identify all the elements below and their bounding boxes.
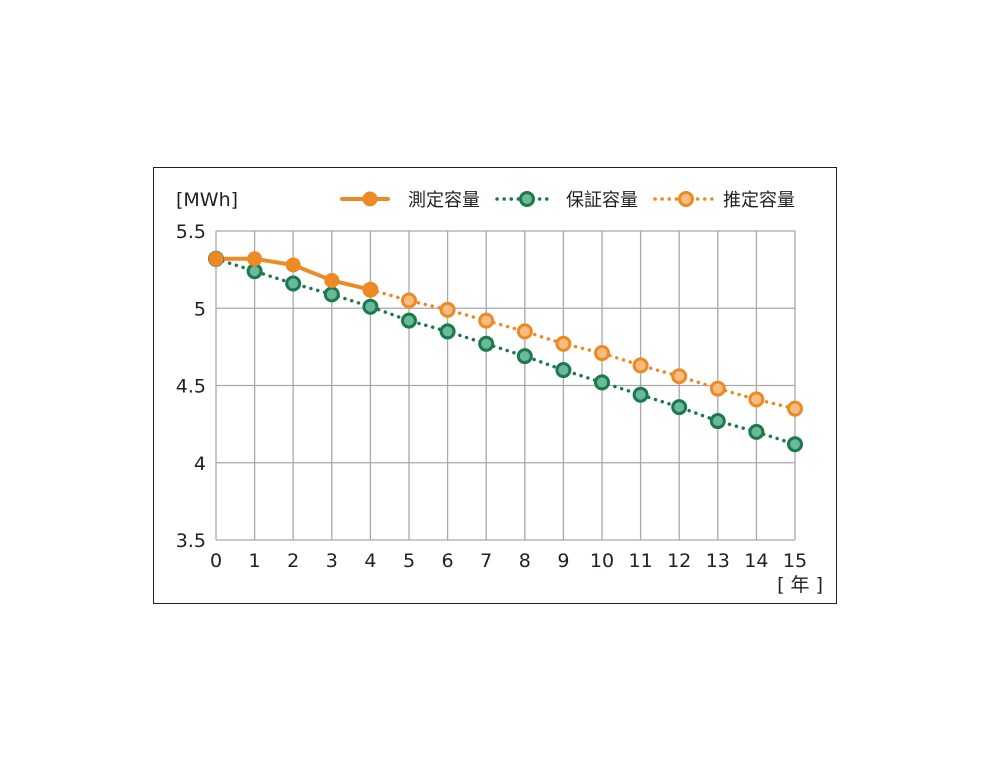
y-tick-label: 4 [194,453,206,475]
series-line-estimated [368,287,797,411]
data-point-guaranteed [323,286,340,303]
y-tick-label: 5 [194,298,206,320]
x-tick-label: 3 [326,550,338,572]
x-axis-unit-label: [ 年 ] [777,574,823,596]
x-tick-label: 12 [667,550,691,572]
y-axis-unit-label: [MWh] [176,189,238,211]
x-tick-label: 6 [442,550,454,572]
data-point-estimated [671,368,688,385]
data-point-measured [208,251,224,267]
x-tick-label: 7 [480,550,492,572]
x-tick-label: 15 [783,550,807,572]
data-point-guaranteed [362,298,379,315]
series-line-guaranteed [214,257,797,446]
y-tick-label: 3.5 [176,530,206,552]
y-axis-ticks: 3.5 4 4.5 5 5.5 [176,221,206,552]
legend-marker-guaranteed [519,191,535,207]
legend-label-measured: 測定容量 [408,190,480,211]
grid [215,230,796,541]
data-point-guaranteed [285,275,302,292]
x-tick-label: 5 [403,550,415,572]
x-tick-label: 9 [557,550,569,572]
data-point-guaranteed [439,323,456,340]
legend-label-estimated: 推定容量 [723,190,795,211]
data-point-guaranteed [748,423,765,440]
legend-marker-estimated [678,191,694,207]
data-point-guaranteed [516,348,533,365]
data-point-estimated [787,400,803,417]
data-point-guaranteed [671,399,688,416]
x-tick-label: 11 [629,550,653,572]
series-lines [214,256,797,446]
x-tick-label: 13 [706,550,730,572]
x-tick-label: 10 [590,550,614,572]
data-point-estimated [555,335,572,352]
data-point-guaranteed [709,413,726,430]
data-point-guaranteed [555,362,572,379]
data-point-guaranteed [478,335,495,352]
data-point-measured [324,272,340,288]
x-tick-label: 2 [287,550,299,572]
data-point-guaranteed [632,386,649,403]
data-point-estimated [516,323,533,340]
legend-label-guaranteed: 保証容量 [566,190,638,211]
data-point-estimated [401,292,417,309]
x-tick-label: 1 [249,550,261,572]
x-tick-label: 4 [364,550,376,572]
data-point-measured [247,251,263,267]
data-point-guaranteed [246,263,263,280]
data-point-measured [285,257,301,273]
data-point-guaranteed [401,312,417,329]
series-markers [208,250,803,453]
data-point-estimated [594,345,610,362]
data-point-estimated [632,357,649,374]
data-point-estimated [748,391,765,408]
x-tick-label: 8 [519,550,531,572]
line-chart: 3.544.555.5 0 1 2 3 4 5 6 7 8 9 10 11 12 13 14 15 [MWh]… [176,189,823,596]
legend-marker-measured [362,191,378,207]
data-point-measured [362,282,378,298]
legend-item-measured: 測定容量 [340,190,480,211]
data-point-estimated [439,301,456,318]
data-point-estimated [709,380,726,397]
data-point-guaranteed [787,436,803,453]
data-point-guaranteed [594,374,610,391]
chart-frame: 3.5 4 4.5 5 5.5 0 1 2 3 4 5 6 7 8 9 10 11 12 13 14 15 [MWh]… [153,167,837,604]
x-axis-ticks: 0 1 2 3 4 5 6 7 8 9 10 11 12 13 14 15 [210,550,807,572]
y-tick-label: 4.5 [176,376,206,398]
y-tick-label: 5.5 [176,221,206,243]
x-tick-label: 0 [210,550,222,572]
legend-item-estimated: 推定容量 [653,190,795,211]
x-tick-label: 14 [744,550,768,572]
legend-item-guaranteed: 保証容量 [495,190,638,211]
legend: 測定容量 保証容量 推定容量 [340,190,795,211]
data-point-estimated [478,312,495,329]
